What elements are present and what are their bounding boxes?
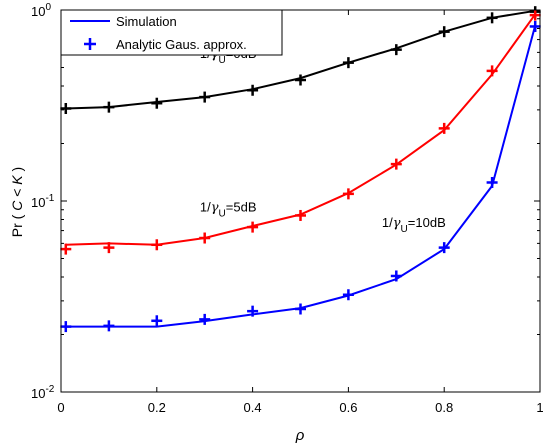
analytic-marker [438,242,450,254]
analytic-marker [60,243,72,255]
annotation-greek: γ [393,216,401,231]
annotation-greek: γ [211,201,219,216]
analytic-marker [60,321,72,333]
legend-simulation-label: Simulation [116,14,177,29]
annotation-prefix: 1/ [382,215,393,230]
series-layer [60,6,541,333]
analytic-marker [151,97,163,109]
annotation-suffix: =10dB [408,215,446,230]
x-tick-label: 1 [536,400,543,415]
analytic-marker [247,221,259,233]
x-tick-label: 0 [57,400,64,415]
x-tick-label: 0.4 [244,400,262,415]
analytic-marker [486,12,498,24]
curve-annotation: 1/γU=5dB [200,200,257,220]
analytic-marker [295,74,306,86]
annotation-subscript: U [219,209,226,220]
y-tick-exponent: -2 [45,384,54,395]
analytic-marker [529,9,541,21]
x-tick-label: 0.6 [339,400,357,415]
annotation-suffix: =5dB [226,200,257,215]
analytic-marker [342,289,354,301]
legend: Simulation Analytic Gaus. approx. [60,9,283,56]
analytic-marker [60,102,72,114]
y-tick-base: 10 [31,386,45,401]
analytic-marker [295,303,306,315]
analytic-marker [342,57,354,69]
analytic-marker [390,44,402,56]
analytic-marker [486,65,498,77]
curve-annotation: 1/γU=10dB [382,215,446,235]
analytic-marker [342,188,354,200]
analytic-marker [247,305,259,317]
y-tick-label: 10-1 [31,193,55,210]
analytic-marker [486,176,498,188]
legend-analytic-label: Analytic Gaus. approx. [116,37,247,52]
y-tick-label: 10-2 [31,384,55,401]
annotation-subscript: U [401,224,408,235]
analytic-marker [390,270,402,282]
y-tick-exponent: -1 [45,193,54,204]
analytic-marker [103,320,115,332]
y-tick-base: 10 [31,4,45,19]
analytic-marker [151,315,163,327]
x-tick-label: 0.8 [435,400,453,415]
y-axis-label: Pr ( C < K ) [9,167,25,237]
legend-plus-marker-icon [84,38,96,50]
analytic-marker [199,232,211,244]
analytic-marker [529,20,541,32]
y-tick-label: 100 [31,2,51,19]
y-tick-exponent: 0 [45,2,51,13]
analytic-marker [390,158,402,170]
x-tick-label: 0.2 [148,400,166,415]
analytic-marker [103,242,115,254]
analytic-marker [295,209,306,221]
analytic-marker [438,26,450,38]
legend-box [60,9,283,56]
x-axis-label: ρ [295,427,305,444]
y-tick-base: 10 [31,195,45,210]
annotation-subscript: U [219,55,226,66]
analytic-marker [247,84,259,96]
analytic-marker [438,122,450,134]
analytic-marker [103,101,115,113]
analytic-marker [199,91,211,103]
analytic-marker [199,313,211,325]
annotation-prefix: 1/ [200,200,211,215]
analytic-marker [151,239,163,251]
plot-area [61,10,540,392]
